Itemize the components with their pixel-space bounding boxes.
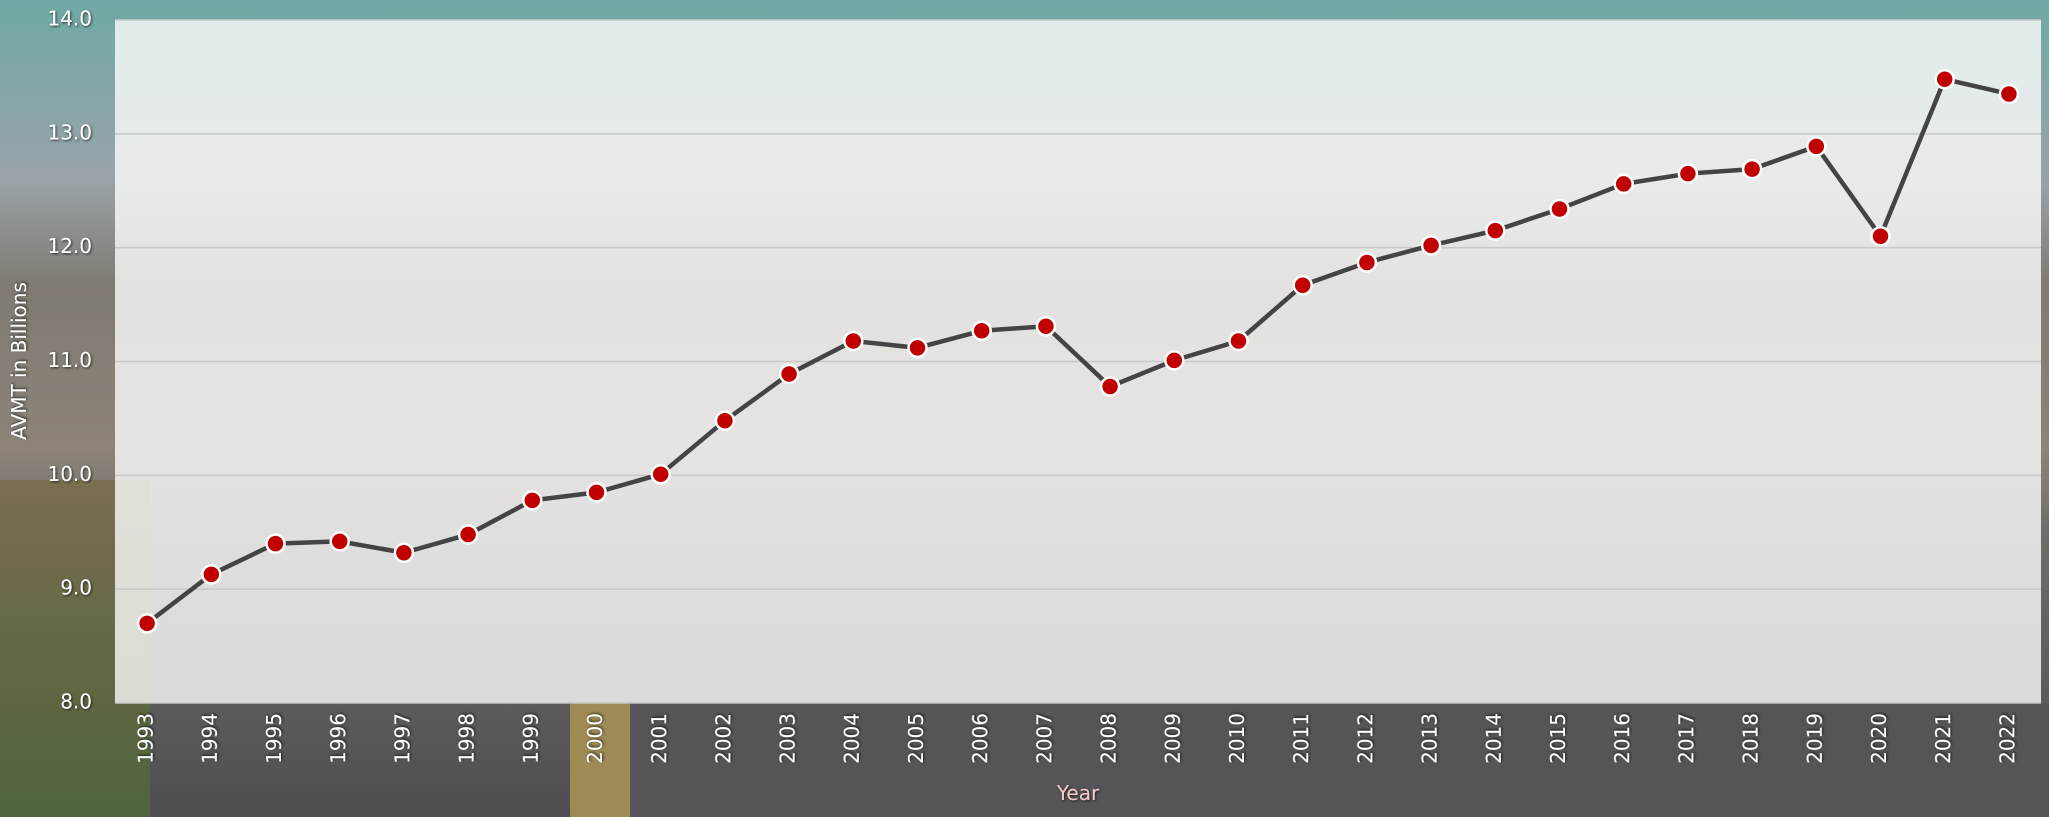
y-tick-label: 12.0 — [47, 234, 92, 258]
data-point — [1035, 315, 1057, 337]
data-point — [522, 490, 543, 511]
data-point — [1549, 198, 1570, 220]
data-point — [714, 410, 736, 431]
x-tick-label: 1999 — [519, 713, 543, 764]
background-road — [570, 703, 2049, 817]
series-line — [145, 76, 2010, 626]
x-tick-label: 2022 — [1995, 713, 2019, 764]
data-point — [843, 330, 864, 352]
y-tick-label: 11.0 — [47, 348, 92, 372]
data-point — [1164, 350, 1185, 371]
data-point — [1613, 173, 1634, 195]
data-point — [1420, 235, 1442, 256]
x-tick-label: 2005 — [904, 713, 928, 764]
x-tick-label: 2021 — [1931, 713, 1955, 764]
y-tick-label: 14.0 — [47, 7, 92, 31]
x-tick-label: 2000 — [583, 713, 607, 764]
x-tick-label: 2001 — [647, 713, 671, 764]
data-point — [778, 363, 800, 385]
data-point — [136, 613, 158, 634]
x-tick-label: 2019 — [1803, 713, 1827, 764]
data-point — [1485, 220, 1506, 241]
x-tick-label: 2006 — [968, 713, 992, 764]
data-point — [329, 531, 350, 552]
data-point — [265, 533, 286, 554]
x-tick-label: 2014 — [1482, 713, 1506, 764]
x-tick-label: 1993 — [134, 713, 158, 764]
x-tick-label: 2009 — [1161, 713, 1185, 764]
data-point — [971, 320, 992, 342]
data-point — [1677, 163, 1699, 184]
data-point — [907, 337, 928, 359]
x-tick-label: 1997 — [390, 713, 414, 764]
data-point — [1099, 376, 1121, 397]
data-point — [586, 482, 607, 503]
data-point — [1741, 158, 1763, 180]
data-point — [1356, 252, 1378, 273]
x-tick-label: 2017 — [1674, 713, 1698, 764]
x-tick-label: 2020 — [1867, 713, 1891, 764]
data-point — [1806, 136, 1827, 157]
x-tick-label: 2008 — [1097, 713, 1121, 764]
data-point — [1228, 330, 1249, 352]
data-point — [1998, 83, 2020, 105]
y-axis-label: AVMT in Billions — [7, 282, 31, 440]
data-point — [393, 542, 415, 563]
data-point — [1934, 68, 1955, 90]
x-tick-label: 2013 — [1418, 713, 1442, 764]
x-axis-label: Year — [1056, 781, 1100, 805]
data-point — [650, 463, 671, 485]
x-tick-label: 2015 — [1546, 713, 1570, 764]
background-road-line — [570, 703, 630, 817]
data-point — [1292, 274, 1313, 296]
x-tick-label: 2018 — [1739, 713, 1763, 764]
x-tick-label: 2003 — [776, 713, 800, 764]
x-tick-label: 2004 — [840, 713, 864, 764]
x-tick-label: 2012 — [1353, 713, 1377, 764]
x-tick-label: 2011 — [1289, 713, 1313, 764]
x-tick-label: 1994 — [198, 713, 222, 764]
x-tick-label: 1996 — [326, 713, 350, 764]
x-tick-label: 2016 — [1610, 713, 1634, 764]
data-point — [201, 564, 222, 585]
y-tick-label: 13.0 — [47, 120, 92, 144]
y-tick-label: 10.0 — [47, 462, 92, 486]
x-tick-label: 2002 — [711, 713, 735, 764]
data-point — [457, 524, 479, 545]
x-tick-label: 2010 — [1225, 713, 1249, 764]
x-tick-label: 2007 — [1032, 713, 1056, 764]
x-tick-label: 1995 — [262, 713, 286, 764]
y-tick-label: 9.0 — [60, 576, 92, 600]
data-point — [1870, 226, 1891, 247]
x-tick-label: 1998 — [455, 713, 479, 764]
y-tick-label: 8.0 — [60, 690, 92, 714]
